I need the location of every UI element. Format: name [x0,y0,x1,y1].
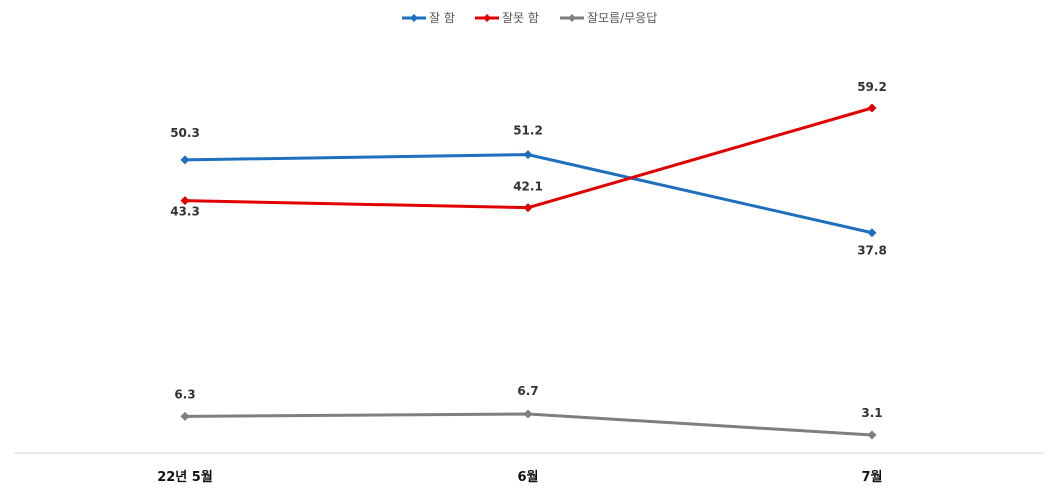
legend-item[interactable]: 잘 함 [402,11,455,25]
legend-label: 잘못 함 [502,11,539,25]
data-label: 51.2 [513,124,543,138]
data-label: 6.7 [517,384,538,398]
x-axis-ticks: 22년 5월 6월 7월 [157,469,882,485]
data-point[interactable] [523,409,533,419]
legend-label: 잘모름/무응답 [587,11,657,25]
data-label: 6.3 [174,387,195,401]
data-point[interactable] [867,103,877,113]
data-point[interactable] [867,430,877,440]
data-label: 37.8 [857,244,887,258]
x-tick-label: 22년 5월 [157,469,213,485]
legend-marker [483,14,491,22]
legend-item[interactable]: 잘못 함 [475,11,539,25]
series-2: 6.3 6.7 3.1 [174,384,883,440]
data-label: 42.1 [513,180,543,194]
data-label: 50.3 [170,126,200,140]
data-point[interactable] [867,228,877,238]
series-layer: 50.3 51.2 37.8 43.3 42.1 59.2 6.3 6.7 3.1 [170,80,887,440]
data-point[interactable] [523,150,533,160]
series-0: 50.3 51.2 37.8 [170,124,887,258]
legend-label: 잘 함 [429,11,455,25]
data-label: 43.3 [170,205,200,219]
legend-marker [410,14,418,22]
legend-item[interactable]: 잘모름/무응답 [560,11,657,25]
series-1: 43.3 42.1 59.2 [170,80,887,219]
data-label: 59.2 [857,80,887,94]
data-label: 3.1 [861,406,882,420]
x-tick-label: 6월 [517,469,538,485]
data-point[interactable] [180,411,190,421]
data-point[interactable] [180,196,190,206]
legend: 잘 함 잘못 함 잘모름/무응답 [402,11,657,25]
legend-marker [568,14,576,22]
data-point[interactable] [180,155,190,165]
x-tick-label: 7월 [861,469,882,485]
data-point[interactable] [523,203,533,213]
